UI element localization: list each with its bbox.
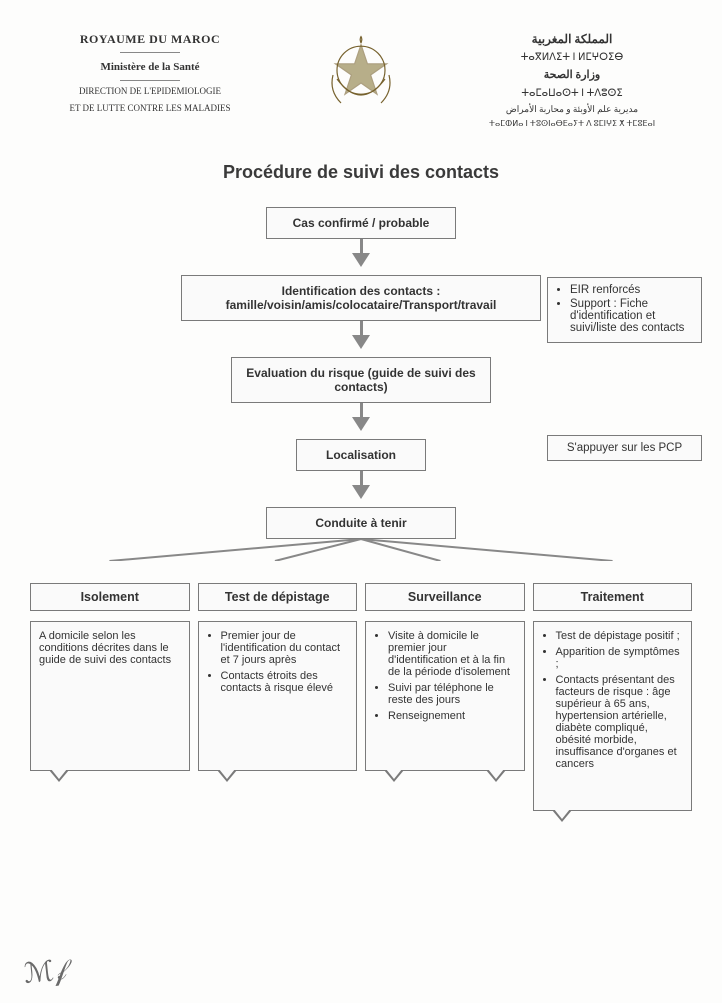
hr-tf3: ⵜⴰⵎⵀⵍⴰ ⵏ ⵜⵓⵙⵏⴰⴱⴹⴰⵢⵜ ⴷ ⵓⵎⵏⵖⵉ ⵅ ⵜⵎⵓⴹⴰⵏ (452, 118, 692, 130)
b2-item1: Contacts étroits des contacts à risque é… (221, 670, 349, 694)
callout-tail-3 (384, 770, 404, 782)
arrow-4 (352, 485, 370, 499)
side1-item0: EIR renforcés (570, 284, 693, 296)
callout-tail-1 (49, 770, 69, 782)
arrow-1-stem (360, 239, 363, 253)
hr-tf2: ⵜⴰⵎⴰⵡⴰⵙⵜ ⵏ ⵜⴷⵓⵙⵉ (452, 86, 692, 101)
branch-3: Surveillance Visite à domicile le premie… (365, 583, 525, 811)
b3-item0: Visite à domicile le premier jour d'iden… (388, 630, 516, 678)
branch-4-body: Test de dépistage positif ; Apparition d… (533, 621, 693, 811)
arrow-2 (352, 335, 370, 349)
branches: Isolement A domicile selon les condition… (30, 583, 692, 811)
branch-1-text: A domicile selon les conditions décrites… (39, 630, 171, 666)
branch-1-title: Isolement (30, 583, 190, 611)
callout-tail-3b (486, 770, 506, 782)
hr-ar2: وزارة الصحة (452, 67, 692, 84)
b3-item2: Renseignement (388, 710, 516, 722)
b3-item1: Suivi par téléphone le reste des jours (388, 682, 516, 706)
node-5: Conduite à tenir (266, 507, 456, 539)
signature-mark: ℳ𝒻 (22, 953, 68, 991)
branch-4-title: Traitement (533, 583, 693, 611)
arrow-4-stem (360, 471, 363, 485)
side-note-2: S'appuyer sur les PCP (547, 435, 702, 461)
b4-item0: Test de dépistage positif ; (556, 630, 684, 642)
page: ROYAUME DU MAROC Ministère de la Santé D… (0, 0, 722, 1003)
callout-tail-4 (552, 810, 572, 822)
callout-tail-2 (217, 770, 237, 782)
branch-4: Traitement Test de dépistage positif ; A… (533, 583, 693, 811)
header-right: المملكة المغربية ⵜⴰⴳⵍⴷⵉⵜ ⵏ ⵍⵎⵖⵔⵉⴱ وزارة … (452, 30, 692, 132)
side-note-1: EIR renforcés Support : Fiche d'identifi… (547, 277, 702, 343)
branch-1-body: A domicile selon les conditions décrites… (30, 621, 190, 771)
branch-2: Test de dépistage Premier jour de l'iden… (198, 583, 358, 811)
branch-2-title: Test de dépistage (198, 583, 358, 611)
doc-title: Procédure de suivi des contacts (30, 162, 692, 183)
node-2: Identification des contacts : famille/vo… (181, 275, 541, 321)
b4-item1: Apparition de symptômes ; (556, 646, 684, 670)
branch-1: Isolement A domicile selon les condition… (30, 583, 190, 811)
header-left: ROYAUME DU MAROC Ministère de la Santé D… (30, 30, 270, 116)
arrow-2-stem (360, 321, 363, 335)
emblem (316, 30, 406, 120)
node-1: Cas confirmé / probable (266, 207, 456, 239)
branch-3-body: Visite à domicile le premier jour d'iden… (365, 621, 525, 771)
hl-line3: DIRECTION DE L'EPIDEMIOLOGIE (30, 85, 270, 99)
side1-item1: Support : Fiche d'identification et suiv… (570, 298, 693, 334)
fan-connector (30, 539, 692, 561)
hl-line4: ET DE LUTTE CONTRE LES MALADIES (30, 102, 270, 116)
hr-tf1: ⵜⴰⴳⵍⴷⵉⵜ ⵏ ⵍⵎⵖⵔⵉⴱ (452, 50, 692, 65)
hl-line2: Ministère de la Santé (30, 59, 270, 76)
header: ROYAUME DU MAROC Ministère de la Santé D… (30, 30, 692, 132)
hr-ar1: المملكة المغربية (452, 30, 692, 48)
node-4: Localisation (296, 439, 426, 471)
branch-3-title: Surveillance (365, 583, 525, 611)
hr-ar3: مديرية علم الأوبئة و محاربة الأمراض (452, 103, 692, 117)
node-3: Evaluation du risque (guide de suivi des… (231, 357, 491, 403)
arrow-3 (352, 417, 370, 431)
flowchart: Cas confirmé / probable Identification d… (30, 207, 692, 811)
b4-item2: Contacts présentant des facteurs de risq… (556, 674, 684, 770)
emblem-icon (321, 35, 401, 115)
hl-line1: ROYAUME DU MAROC (30, 30, 270, 48)
branch-2-body: Premier jour de l'identification du cont… (198, 621, 358, 771)
b2-item0: Premier jour de l'identification du cont… (221, 630, 349, 666)
arrow-1 (352, 253, 370, 267)
arrow-3-stem (360, 403, 363, 417)
